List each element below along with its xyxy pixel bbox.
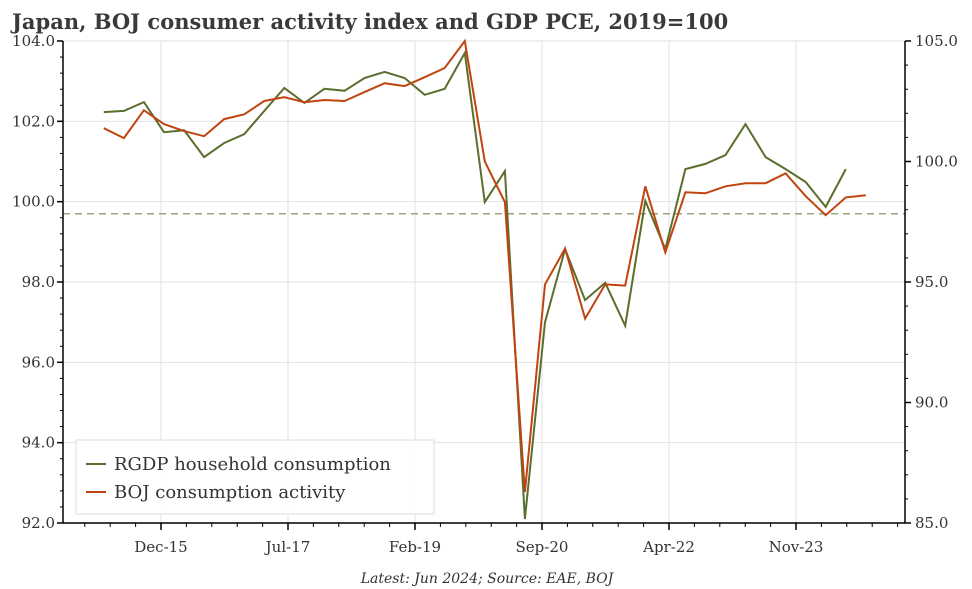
series-lines <box>103 38 866 520</box>
x-tick-label: Sep-20 <box>516 538 569 556</box>
x-tick-label: Dec-15 <box>134 538 187 556</box>
left-tick-label: 98.0 <box>22 273 55 291</box>
x-tick-label: Apr-22 <box>642 538 695 556</box>
series-line-boj <box>103 38 866 492</box>
left-tick-label: 100.0 <box>12 193 55 211</box>
axes: 92.0 94.0 96.0 98.0 100.0 102.0 104.0 85.0 90.0 9… <box>12 32 958 556</box>
legend-box <box>75 439 435 515</box>
legend-label-boj: BOJ consumption activity <box>114 482 346 503</box>
series-line-rgdp <box>103 49 847 520</box>
x-tick-label: Nov-23 <box>769 538 824 556</box>
right-tick-label: 95.0 <box>915 273 948 291</box>
source-note: Latest: Jun 2024; Source: EAE, BOJ <box>360 571 615 587</box>
right-tick-label: 100.0 <box>915 153 958 171</box>
chart-title: Japan, BOJ consumer activity index and G… <box>10 9 728 34</box>
legend-label-rgdp: RGDP household consumption <box>114 454 391 475</box>
right-tick-label: 90.0 <box>915 394 948 412</box>
right-tick-label: 105.0 <box>915 32 958 50</box>
left-tick-label: 104.0 <box>12 32 55 50</box>
left-tick-label: 94.0 <box>22 434 55 452</box>
left-tick-label: 96.0 <box>22 353 55 371</box>
right-tick-label: 85.0 <box>915 514 948 532</box>
x-tick-label: Feb-19 <box>389 538 441 556</box>
left-tick-label: 92.0 <box>22 514 55 532</box>
legend: RGDP household consumption BOJ consumpti… <box>75 439 435 515</box>
left-tick-label: 102.0 <box>12 112 55 130</box>
x-tick-label: Jul-17 <box>264 538 311 556</box>
